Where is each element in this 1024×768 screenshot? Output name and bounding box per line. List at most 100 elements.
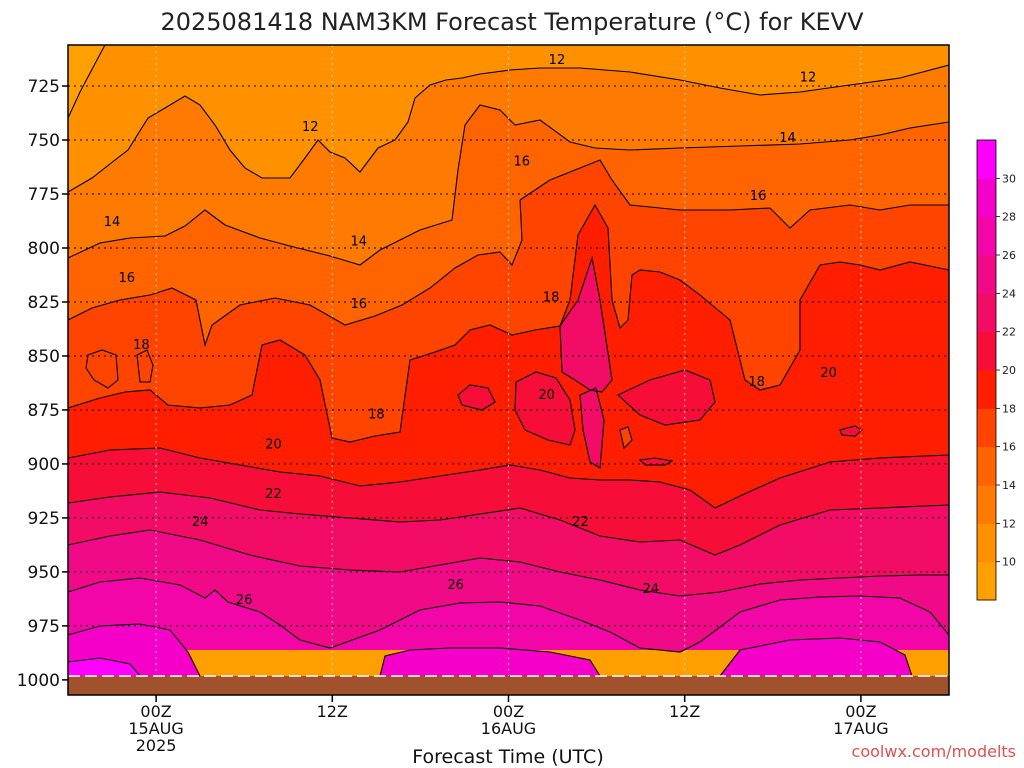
- ground-below-surface: [68, 676, 949, 695]
- contour-label: 26: [236, 593, 253, 608]
- colorbar-segment: [977, 293, 996, 333]
- x-tick-label: 00Z: [140, 702, 171, 721]
- band-30: [380, 648, 600, 676]
- y-tick-label: 825: [28, 293, 60, 313]
- contour-30: [379, 647, 601, 677]
- contour-26: [68, 529, 949, 597]
- colorbar-segment: [977, 216, 996, 256]
- contour-cell: [457, 384, 496, 411]
- contour-cell: [839, 425, 863, 437]
- contour-label: 16: [513, 155, 530, 170]
- y-tick-label: 975: [28, 617, 60, 637]
- colorbar-tick-label: 26: [1002, 249, 1016, 262]
- y-tick-label: 725: [28, 77, 60, 97]
- contour-cell: [617, 369, 716, 426]
- y-tick-label: 800: [28, 239, 60, 259]
- contour-20: [68, 203, 949, 443]
- x-tick-label: 17AUG: [833, 719, 888, 738]
- y-tick-label: 750: [28, 131, 60, 151]
- y-tick-label: 875: [28, 401, 60, 421]
- contour-label: 14: [779, 131, 796, 146]
- contour-22: [68, 447, 949, 509]
- x-tick-label: 12Z: [317, 702, 348, 721]
- contour-label: 24: [192, 515, 209, 530]
- contour-lines: [68, 45, 949, 677]
- contour-label: 18: [133, 338, 150, 353]
- contour-12: [414, 64, 949, 99]
- cool-cell: [86, 350, 118, 388]
- colorbar-segment: [977, 331, 996, 371]
- contour-label: 16: [750, 189, 767, 204]
- contour-label: 20: [538, 388, 555, 403]
- contour-cell: [514, 371, 576, 446]
- colorbar-segment: [977, 140, 996, 179]
- contour-14: [464, 104, 949, 151]
- contour-28: [68, 577, 949, 653]
- contour-label: 16: [350, 297, 367, 312]
- contour-label: 12: [302, 120, 319, 135]
- contour-cell: [559, 255, 613, 393]
- y-tick-label: 950: [28, 563, 60, 583]
- contour-cell: [579, 387, 605, 469]
- contour-label: 20: [820, 366, 837, 381]
- colorbar-segment: [977, 485, 996, 524]
- colorbar-segment: [977, 446, 996, 486]
- contour-label: 12: [549, 53, 566, 68]
- colorbar-segment: [977, 561, 996, 601]
- contour-label: 22: [572, 515, 589, 530]
- x-tick-label: 12Z: [669, 702, 700, 721]
- colorbar-tick-label: 10: [1002, 556, 1016, 569]
- contour-label: 24: [643, 582, 660, 597]
- contour-30: [68, 623, 201, 677]
- band-30: [720, 638, 912, 676]
- colorbar-segment: [977, 408, 996, 448]
- contour-18: [68, 199, 523, 348]
- colorbar: 10 12 14 16 18 20 22 24 26 28 30: [976, 139, 1016, 601]
- contour-12: [68, 45, 106, 119]
- contour-label: 22: [265, 487, 282, 502]
- colorbar-tick-label: 28: [1002, 211, 1016, 224]
- x-tick-label: 00Z: [493, 702, 524, 721]
- colorbar-segment: [977, 370, 996, 409]
- contour-32: [68, 657, 141, 677]
- contour-label: 18: [368, 407, 385, 422]
- contour-label: 18: [543, 291, 560, 306]
- x-tick-label: 16AUG: [481, 719, 536, 738]
- contour-cell: [136, 349, 154, 383]
- x-tick-label: 15AUG: [128, 719, 183, 738]
- colorbar-tick-label: 12: [1002, 517, 1016, 530]
- warm-cell: [458, 385, 495, 410]
- contour-30: [719, 637, 913, 677]
- cool-cell: [137, 350, 153, 382]
- colorbar-segment: [977, 255, 996, 294]
- warm-cell: [515, 372, 575, 445]
- y-tick-label: 900: [28, 455, 60, 475]
- colorbar-tick-label: 16: [1002, 441, 1016, 454]
- contour-labels: 12 12 12 14 14 14 16 16 16 16 18 18 18 18 20 20 20 22 22 24…: [104, 53, 837, 608]
- x-tick-label: 00Z: [845, 702, 876, 721]
- colorbar-tick-label: 14: [1002, 479, 1016, 492]
- colorbar-segment: [977, 178, 996, 218]
- contour-label: 20: [265, 438, 282, 453]
- contour-14: [68, 95, 416, 193]
- colorbar-tick-label: 30: [1002, 172, 1016, 185]
- y-tick-label: 925: [28, 509, 60, 529]
- colorbar-segment: [977, 523, 996, 563]
- y-tick-label: 1000: [17, 671, 60, 691]
- grid-lines: [68, 45, 949, 695]
- warm-cell: [840, 426, 862, 436]
- credit-text: coolwx.com/modelts: [852, 742, 1016, 761]
- contour-label: 16: [118, 271, 135, 286]
- contour-16: [68, 124, 466, 266]
- contour-cell: [619, 426, 633, 450]
- colorbar-tick-label: 24: [1002, 287, 1016, 300]
- plot-area: 12 12 12 14 14 14 16 16 16 16 18 18 18 18 20 20 20 22 22 24…: [68, 45, 949, 695]
- contour-cell: [85, 349, 119, 389]
- y-tick-label: 850: [28, 347, 60, 367]
- colorbar-tick-label: 20: [1002, 364, 1016, 377]
- chart-title: 2025081418 NAM3KM Forecast Temperature (…: [160, 8, 864, 36]
- contour-label: 12: [800, 70, 817, 85]
- contour-label: 14: [104, 215, 121, 230]
